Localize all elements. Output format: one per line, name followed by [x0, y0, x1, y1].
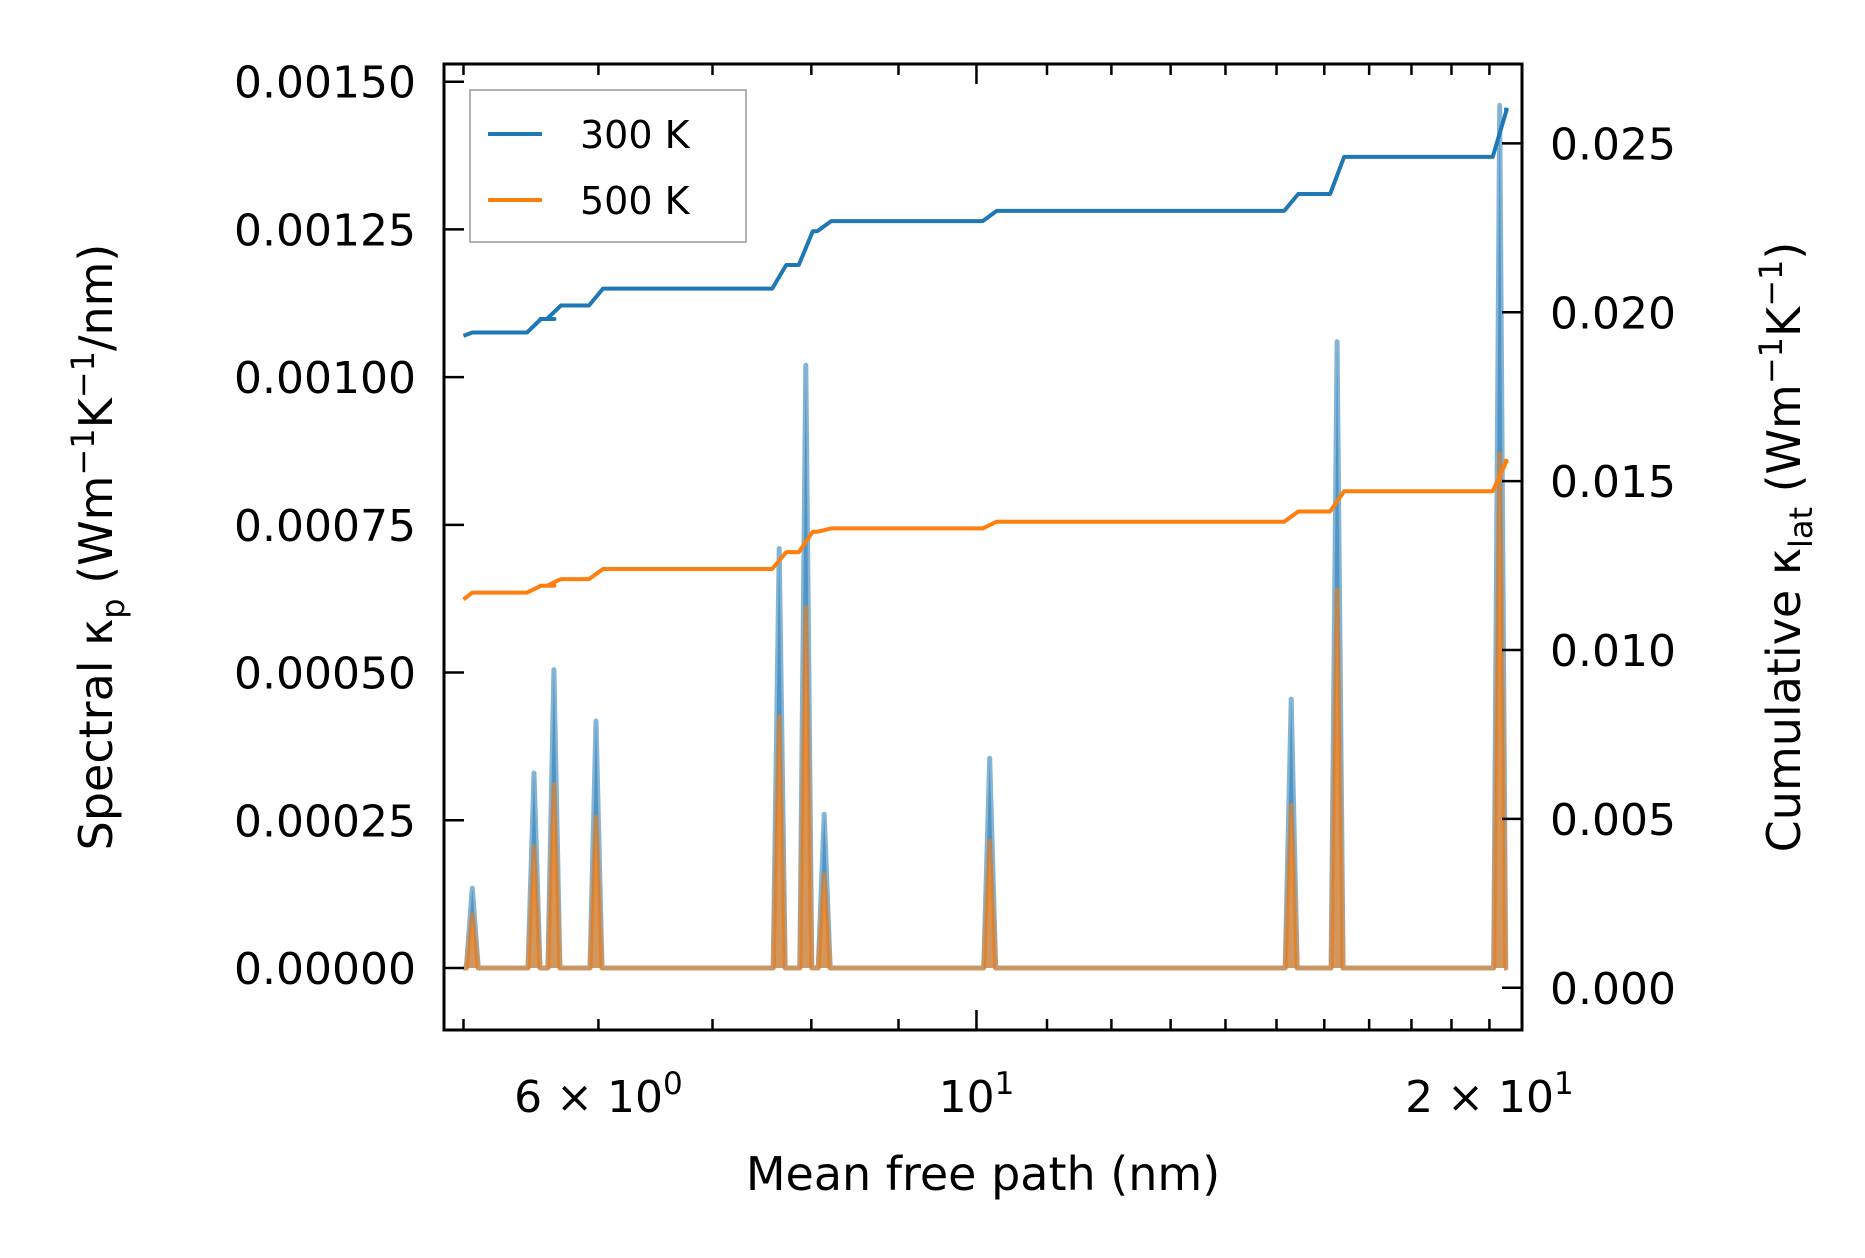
cumulative-line-500k: [462, 458, 1509, 601]
y-label-part-sub: lat: [1782, 507, 1820, 548]
y-label-part-mid: K: [1757, 305, 1811, 337]
y-label-part-sup1: −1: [64, 428, 102, 475]
cumulative-line-300k: [462, 107, 1509, 338]
y-label-part-units-open: (Wm: [1757, 384, 1811, 507]
y-right-tick-label: 0.020: [1550, 288, 1676, 339]
y-right-tick-label: 0.005: [1550, 795, 1676, 846]
x-tick-label: 101: [939, 1066, 1015, 1123]
y-right-tick-label: 0.025: [1550, 119, 1676, 170]
y-label-part-tail: ): [1757, 242, 1811, 260]
x-tick-label-base: 10: [939, 1072, 995, 1123]
x-tick-label: 2 × 101: [1405, 1066, 1574, 1123]
y-axis-right-label: Cumulative κlat (Wm−1K−1): [1752, 242, 1820, 853]
y-axis-left-label: Spectral κp (Wm−1K−1/nm): [64, 244, 132, 851]
x-tick-label-exponent: 1: [995, 1066, 1015, 1102]
y-label-part-sup1: −1: [1752, 337, 1790, 384]
y-label-part-sup2: −1: [1752, 260, 1790, 307]
y-label-part-tail: /nm): [69, 244, 123, 351]
legend-label-500k: 500 K: [580, 179, 691, 223]
y-left-tick-label: 0.00125: [234, 205, 416, 256]
y-left-tick-label: 0.00025: [234, 796, 416, 847]
y-label-part-units-open: (Wm: [69, 476, 123, 599]
axis-ticks: 6 × 100 101 2 × 1010.000000.000250.000500.…: [234, 58, 1676, 1123]
x-tick-label-base: 6 × 10: [514, 1072, 663, 1123]
x-tick-label: 6 × 100: [514, 1066, 683, 1123]
y-label-part-base: Spectral κ: [69, 619, 123, 851]
x-tick-label-exponent: 1: [1554, 1066, 1574, 1102]
y-left-tick-label: 0.00000: [234, 944, 416, 995]
y-left-tick-label: 0.00050: [234, 649, 416, 700]
legend-label-300k: 300 K: [580, 113, 691, 157]
y-left-tick-label: 0.00075: [234, 501, 416, 552]
legend-box: [469, 89, 747, 243]
spectral-line-500k: [463, 451, 1509, 971]
y-label-part-sup2: −1: [64, 351, 102, 398]
y-right-tick-label: 0.000: [1550, 964, 1676, 1015]
y-label-part-mid: K: [69, 396, 123, 428]
y-label-part-sub: p: [94, 598, 132, 618]
x-tick-label-base: 2 × 10: [1405, 1072, 1554, 1123]
y-left-tick-label: 0.00100: [234, 353, 416, 404]
plot-area: [462, 102, 1509, 971]
x-tick-label-exponent: 0: [663, 1066, 683, 1102]
y-right-tick-label: 0.010: [1550, 626, 1676, 677]
y-left-tick-label: 0.00150: [234, 58, 416, 109]
y-label-part-base: Cumulative κ: [1757, 548, 1811, 852]
y-right-tick-label: 0.015: [1550, 457, 1676, 508]
legend: 300 K 500 K: [469, 89, 747, 243]
plot-frame: [442, 62, 1524, 1032]
x-axis-label: Mean free path (nm): [746, 1147, 1220, 1201]
